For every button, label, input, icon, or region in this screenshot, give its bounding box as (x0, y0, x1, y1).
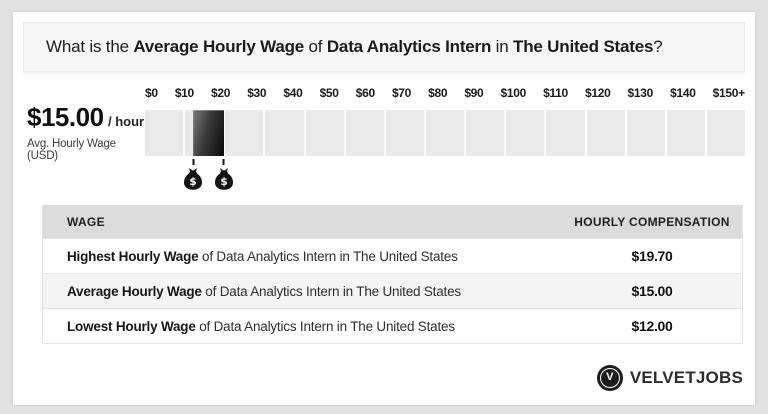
marker-dash (222, 159, 225, 165)
table-row: Average Hourly Wage of Data Analytics In… (43, 273, 742, 308)
axis-tick-label: $70 (391, 86, 412, 100)
scale-segment (265, 110, 304, 156)
axis-tick-label: $110 (543, 86, 568, 100)
scale-segment (385, 110, 424, 156)
table-header-hourly-compensation: HOURLY COMPENSATION (574, 214, 730, 229)
scale-segment (506, 110, 545, 156)
axis-tick-label: $10 (174, 86, 194, 100)
axis-tick-label: $80 (428, 86, 448, 100)
brand-name: VELVETJOBS (629, 367, 743, 387)
row-label: Lowest Hourly Wage of Data Analytics Int… (67, 318, 455, 334)
svg-text:$: $ (189, 176, 196, 188)
question-part: of (304, 37, 327, 56)
table-row: Lowest Hourly Wage of Data Analytics Int… (43, 308, 742, 343)
table-body: Highest Hourly Wage of Data Analytics In… (43, 238, 742, 343)
money-bag-icon: $ (214, 168, 233, 190)
table-row: Highest Hourly Wage of Data Analytics In… (43, 238, 742, 273)
scale-segment (586, 110, 625, 156)
scale-segment (626, 110, 665, 156)
question-banner: What is the Average Hourly Wage of Data … (23, 22, 745, 72)
axis-tick-label: $30 (247, 86, 267, 100)
velvetjobs-logo-icon: V (596, 364, 623, 391)
question-bold-part: The United States (513, 37, 654, 56)
row-value: $12.00 (631, 318, 673, 334)
row-value: $15.00 (631, 283, 673, 299)
question-text: What is the Average Hourly Wage of Data … (46, 37, 663, 57)
scale-segment (546, 110, 585, 156)
average-wage-caption: Avg. Hourly Wage (USD) (27, 138, 116, 162)
scale-segment (425, 110, 465, 156)
wage-marker: $ (214, 159, 233, 190)
brand-logo: V VELVETJOBS (596, 364, 743, 391)
row-label: Highest Hourly Wage of Data Analytics In… (67, 248, 458, 264)
scale-segment (345, 110, 384, 156)
wage-range-bar (193, 110, 224, 156)
row-label: Average Hourly Wage of Data Analytics In… (67, 283, 461, 299)
axis-tick-label: $40 (283, 86, 303, 100)
average-wage-block: $15.00 / hour Avg. Hourly Wage (USD) (27, 102, 145, 162)
wage-scale-track (145, 110, 746, 156)
axis-tick-label: $60 (355, 86, 375, 100)
infographic-card: What is the Average Hourly Wage of Data … (13, 12, 755, 405)
axis-tick-label: $50 (319, 86, 339, 100)
question-part: in (491, 37, 514, 56)
axis-tick-label: $130 (627, 86, 654, 100)
table-header-row: WAGE HOURLY COMPENSATION (43, 205, 742, 238)
marker-dash (192, 159, 194, 165)
question-part: ? (653, 37, 663, 56)
logo-ring: V (599, 367, 620, 388)
axis-tick-label: $100 (500, 86, 527, 100)
range-markers: $ $ (145, 159, 745, 199)
scale-segment (466, 110, 505, 156)
scale-segment (706, 110, 746, 156)
svg-text:$: $ (220, 176, 227, 188)
logo-letter: V (606, 371, 614, 383)
wage-marker: $ (184, 159, 203, 190)
average-wage-unit: / hour (107, 114, 145, 129)
question-part: What is the (46, 37, 134, 56)
question-bold-part: Data Analytics Intern (326, 37, 492, 56)
average-wage-value: $15.00 (27, 102, 104, 132)
axis-tick-label: $0 (145, 86, 158, 100)
row-value: $19.70 (631, 248, 673, 264)
scale-segment (305, 110, 344, 156)
scale-segment (225, 110, 264, 156)
wage-table: WAGE HOURLY COMPENSATION Highest Hourly … (42, 205, 743, 344)
question-bold-part: Average Hourly Wage (133, 37, 305, 56)
axis-tick-label: $120 (584, 86, 611, 100)
axis-tick-label: $20 (211, 86, 231, 100)
axis-tick-label: $140 (670, 86, 696, 100)
axis-tick-label: $90 (464, 86, 484, 100)
axis-tick-labels: $0 $10 $20 $30 $40 $50 $60 $70 $80 $90 $100 $110 $12… (145, 86, 745, 102)
money-bag-icon: $ (184, 168, 202, 190)
scale-segment (145, 110, 184, 156)
axis-tick-label: $150+ (712, 86, 746, 100)
scale-segment (666, 110, 705, 156)
table-header-wage: WAGE (67, 214, 105, 229)
